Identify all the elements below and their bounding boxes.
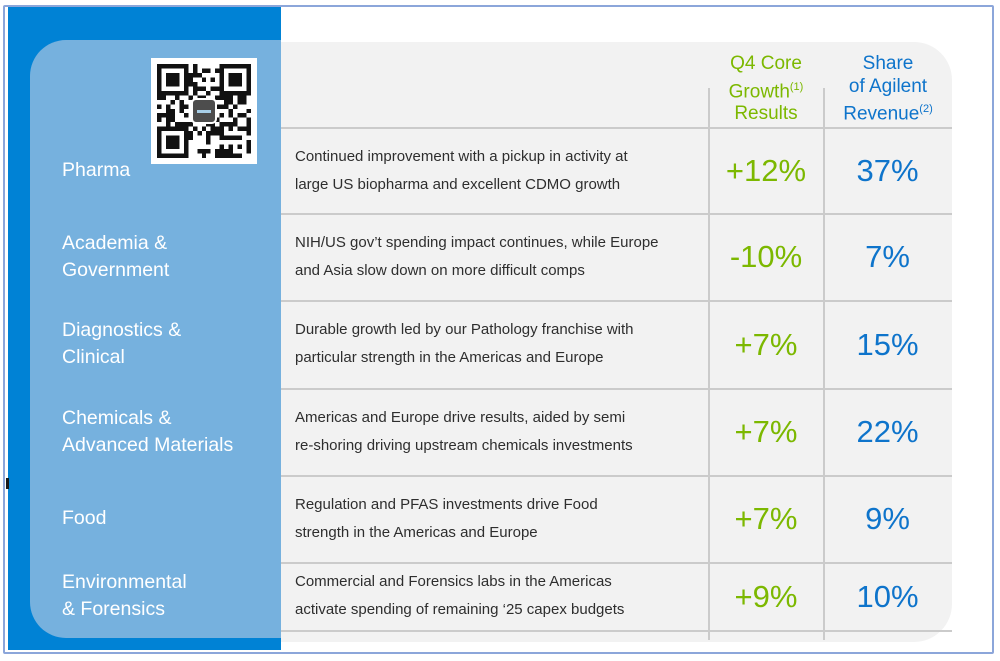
growth-value: +7%: [734, 414, 798, 449]
share-value: 7%: [865, 239, 910, 274]
header-line: Growth(1): [728, 80, 804, 102]
column-header-share-of-revenue: Share of Agilent Revenue(2): [824, 53, 952, 126]
share-value: 9%: [865, 501, 910, 536]
footnote-ref-1: (1): [789, 80, 804, 93]
row-description: Regulation and PFAS investments drive Fo…: [295, 495, 598, 541]
row-label-chemicals-advanced-materials: Chemicals & Advanced Materials: [62, 406, 234, 456]
header-line: Revenue(2): [843, 103, 933, 125]
row-divider: [281, 562, 952, 564]
header-line: of Agilent: [848, 75, 928, 97]
column-divider-2: [823, 88, 825, 640]
slide-frame: [3, 5, 994, 654]
table-panel: [281, 42, 952, 642]
row-divider: [281, 300, 952, 302]
share-value: 15%: [856, 326, 919, 362]
row-description: Continued improvement with a pickup in a…: [295, 147, 628, 193]
header-line: Share: [862, 53, 914, 74]
row-label-academia-government: Academia & Government: [62, 231, 170, 281]
share-value: 22%: [856, 414, 919, 449]
row-description: Commercial and Forensics labs in the Ame…: [295, 573, 625, 618]
row-divider: [281, 213, 952, 215]
row-label-diagnostics-clinical: Diagnostics & Clinical: [62, 319, 182, 368]
row-divider: [281, 475, 952, 477]
header-line: Q4 Core: [730, 53, 802, 74]
growth-value: -10%: [729, 239, 803, 274]
growth-value: +12%: [725, 153, 807, 188]
row-divider: [281, 630, 952, 632]
growth-value: +7%: [734, 326, 798, 362]
row-label-environmental-forensics: Environmental & Forensics: [62, 571, 187, 620]
column-divider-1: [708, 88, 710, 640]
row-divider: [281, 388, 952, 390]
artifact-mark: [6, 478, 9, 489]
header-line: Results: [734, 103, 798, 125]
row-divider: [281, 127, 952, 129]
row-description: Durable growth led by our Pathology fran…: [295, 321, 634, 366]
row-label-pharma: Pharma: [62, 159, 131, 181]
row-label-food: Food: [62, 507, 107, 529]
row-description: Americas and Europe drive results, aided…: [295, 408, 633, 454]
growth-value: +7%: [734, 501, 798, 536]
footnote-ref-2: (2): [919, 103, 933, 115]
row-description: NIH/US gov’t spending impact continues, …: [295, 233, 659, 279]
share-value: 37%: [856, 153, 919, 188]
end-market-table: Pharma Continued improvement with a pick…: [30, 128, 952, 630]
share-value: 10%: [856, 578, 919, 614]
growth-value: +9%: [734, 578, 798, 614]
column-header-q4-core-growth: Q4 Core Growth(1) Results: [709, 53, 823, 126]
